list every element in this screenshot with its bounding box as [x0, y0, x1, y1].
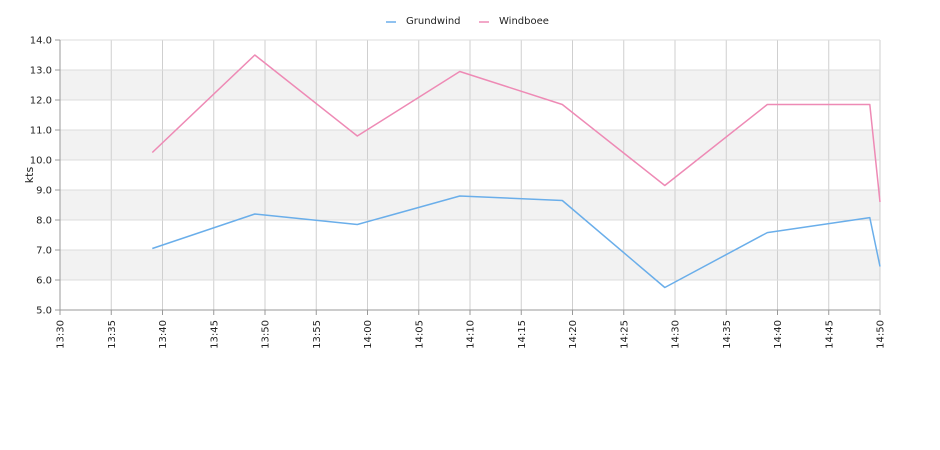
x-tick-label: 13:35 — [107, 320, 118, 349]
axes — [59, 40, 880, 311]
series-line-windboee — [151, 54, 881, 203]
y-tick-label: 10.0 — [30, 156, 52, 167]
x-tick-label: 13:30 — [56, 320, 67, 349]
y-tick-label: 5.0 — [36, 306, 52, 317]
y-tick-labels: 5.0 6.0 7.0 8.0 9.0 10.0 11.0 12.0 13.0 14.0 — [30, 36, 52, 317]
y-tick-label: 12.0 — [30, 96, 52, 107]
x-tick-label: 14:25 — [619, 320, 630, 349]
y-axis-title: kts — [23, 167, 36, 184]
x-tick-label: 14:20 — [568, 320, 579, 349]
y-tick-label: 8.0 — [36, 216, 52, 227]
y-tick-label: 11.0 — [30, 126, 52, 137]
x-tick-label: 14:00 — [363, 320, 374, 349]
y-tick-label: 6.0 — [36, 276, 52, 287]
x-tick-label: 13:50 — [261, 320, 272, 349]
x-tick-label: 14:15 — [517, 320, 528, 349]
x-tick-label: 14:30 — [671, 320, 682, 349]
legend-label-windboee: Windboee — [499, 16, 549, 27]
x-tick-label: 14:45 — [824, 320, 835, 349]
x-tick-label: 13:40 — [158, 320, 169, 349]
x-tick-label: 14:35 — [722, 320, 733, 349]
legend: Grundwind Windboee — [386, 16, 549, 27]
series-lines — [151, 54, 881, 289]
y-tick-label: 9.0 — [36, 186, 52, 197]
x-tick-label: 14:05 — [414, 320, 425, 349]
x-tick-label: 14:50 — [876, 320, 887, 349]
y-tick-label: 14.0 — [30, 36, 52, 47]
legend-label-grundwind: Grundwind — [406, 16, 461, 27]
x-tick-label: 14:10 — [466, 320, 477, 349]
y-tick-label: 7.0 — [36, 246, 52, 257]
series-line-grundwind — [152, 195, 881, 289]
y-tick-label: 13.0 — [30, 66, 52, 77]
x-tick-labels: 13:30 13:35 13:40 13:45 13:50 13:55 14:00 14:05… — [56, 320, 887, 349]
x-tick-label: 14:40 — [773, 320, 784, 349]
x-tick-label: 13:55 — [312, 320, 323, 349]
x-tick-label: 13:45 — [209, 320, 220, 349]
